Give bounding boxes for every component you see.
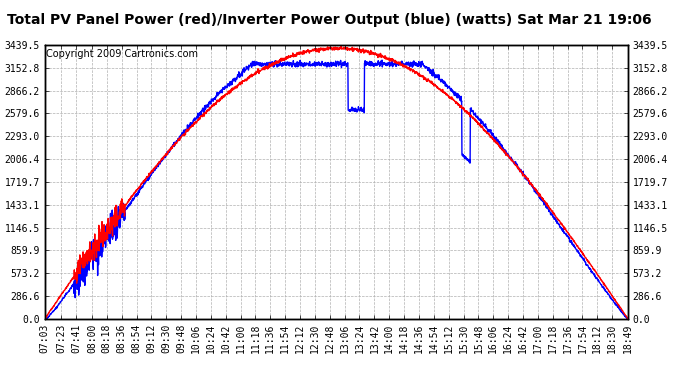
Text: Copyright 2009 Cartronics.com: Copyright 2009 Cartronics.com bbox=[46, 49, 198, 59]
Text: Total PV Panel Power (red)/Inverter Power Output (blue) (watts) Sat Mar 21 19:06: Total PV Panel Power (red)/Inverter Powe… bbox=[7, 13, 651, 27]
